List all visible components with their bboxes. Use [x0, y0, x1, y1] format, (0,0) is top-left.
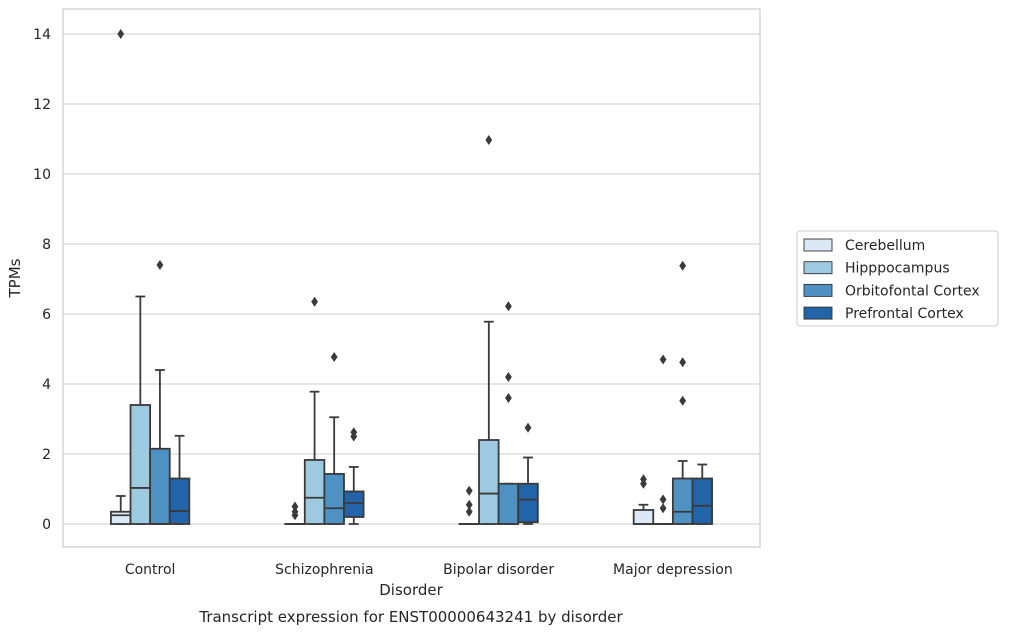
outlier-point	[505, 372, 512, 382]
box-body	[343, 490, 365, 518]
y-tick-label: 10	[33, 167, 51, 183]
outlier-point	[505, 301, 512, 312]
y-tick-label: 8	[42, 237, 51, 253]
outlier-point	[350, 427, 358, 438]
outlier-point	[659, 494, 667, 505]
legend-label: Cerebellum	[845, 238, 925, 254]
box-0-2	[149, 260, 171, 525]
legend-label: Orbitofontal Cortex	[845, 283, 980, 299]
y-tick-label: 12	[33, 97, 51, 113]
box-2-3	[517, 422, 539, 525]
plot-frame	[62, 8, 761, 548]
outlier-point	[465, 485, 473, 496]
outlier-point	[505, 393, 512, 403]
box-1-1	[303, 296, 326, 525]
outlier-point	[485, 135, 493, 146]
box-body	[323, 473, 345, 525]
box-body	[129, 404, 152, 525]
y-tick-label: 6	[42, 307, 51, 323]
y-tick-label: 2	[42, 447, 51, 463]
x-tick-label: Bipolar disorder	[443, 562, 554, 578]
legend-swatch	[803, 306, 833, 320]
box-1-2	[323, 352, 345, 525]
outlier-point	[679, 260, 687, 271]
outlier-point	[524, 422, 532, 433]
legend-swatch	[803, 261, 833, 275]
outlier-point	[679, 357, 687, 368]
box-2-2	[497, 301, 520, 525]
outlier-point	[156, 260, 164, 270]
boxes	[110, 29, 713, 525]
legend-label: Prefrontal Cortex	[845, 306, 964, 322]
box-body	[303, 459, 326, 525]
outlier-point	[117, 29, 125, 39]
x-tick-label: Major depression	[613, 562, 733, 578]
box-2-0	[458, 485, 480, 525]
outlier-point	[291, 501, 299, 512]
box-2-1	[478, 135, 500, 525]
box-3-3	[691, 463, 713, 525]
box-body	[497, 482, 520, 525]
outlier-point	[311, 296, 318, 307]
y-axis-label: TPMs	[6, 258, 24, 298]
y-tick-label: 0	[42, 517, 51, 533]
chart-title: Transcript expression for ENST0000064324…	[198, 608, 623, 626]
y-tick-label: 14	[33, 27, 51, 43]
box-body	[478, 439, 500, 525]
box-body	[168, 477, 191, 525]
outlier-point	[679, 395, 687, 406]
outlier-point	[659, 503, 667, 514]
box-1-0	[284, 501, 306, 525]
box-body	[149, 447, 171, 525]
legend-label: Hipppocampus	[845, 261, 950, 277]
x-tick-label: Control	[125, 562, 176, 578]
box-0-3	[168, 434, 191, 525]
outlier-point	[465, 506, 473, 517]
box-3-0	[632, 474, 655, 525]
box-body	[110, 510, 132, 525]
outlier-point	[291, 506, 299, 517]
outlier-point	[659, 354, 667, 365]
legend-frame	[796, 230, 999, 327]
box-body	[671, 477, 694, 525]
x-tick-label: Schizophrenia	[275, 562, 373, 578]
legend: Cerebellum Hipppocampus Orbitofontal Corte…	[796, 230, 999, 327]
box-3-1	[652, 354, 674, 525]
box-body	[632, 509, 655, 525]
y-tick-label: 4	[42, 377, 51, 393]
y-tick-labels: 0 2 4 6 8 10 12 14	[33, 27, 51, 533]
outlier-point	[330, 352, 338, 363]
box-body	[691, 477, 713, 525]
outlier-point	[640, 474, 647, 485]
box-3-2	[671, 260, 694, 525]
box-0-1	[129, 295, 152, 525]
legend-swatch	[803, 238, 833, 252]
legend-swatch	[803, 283, 833, 297]
box-1-3	[343, 427, 365, 525]
outlier-point	[465, 499, 473, 510]
box-body	[517, 482, 539, 524]
box-0-0	[110, 29, 132, 525]
x-axis-label: Disorder	[379, 581, 443, 599]
x-tick-labels: Control Schizophrenia Bipolar disorder Majo…	[125, 562, 733, 578]
